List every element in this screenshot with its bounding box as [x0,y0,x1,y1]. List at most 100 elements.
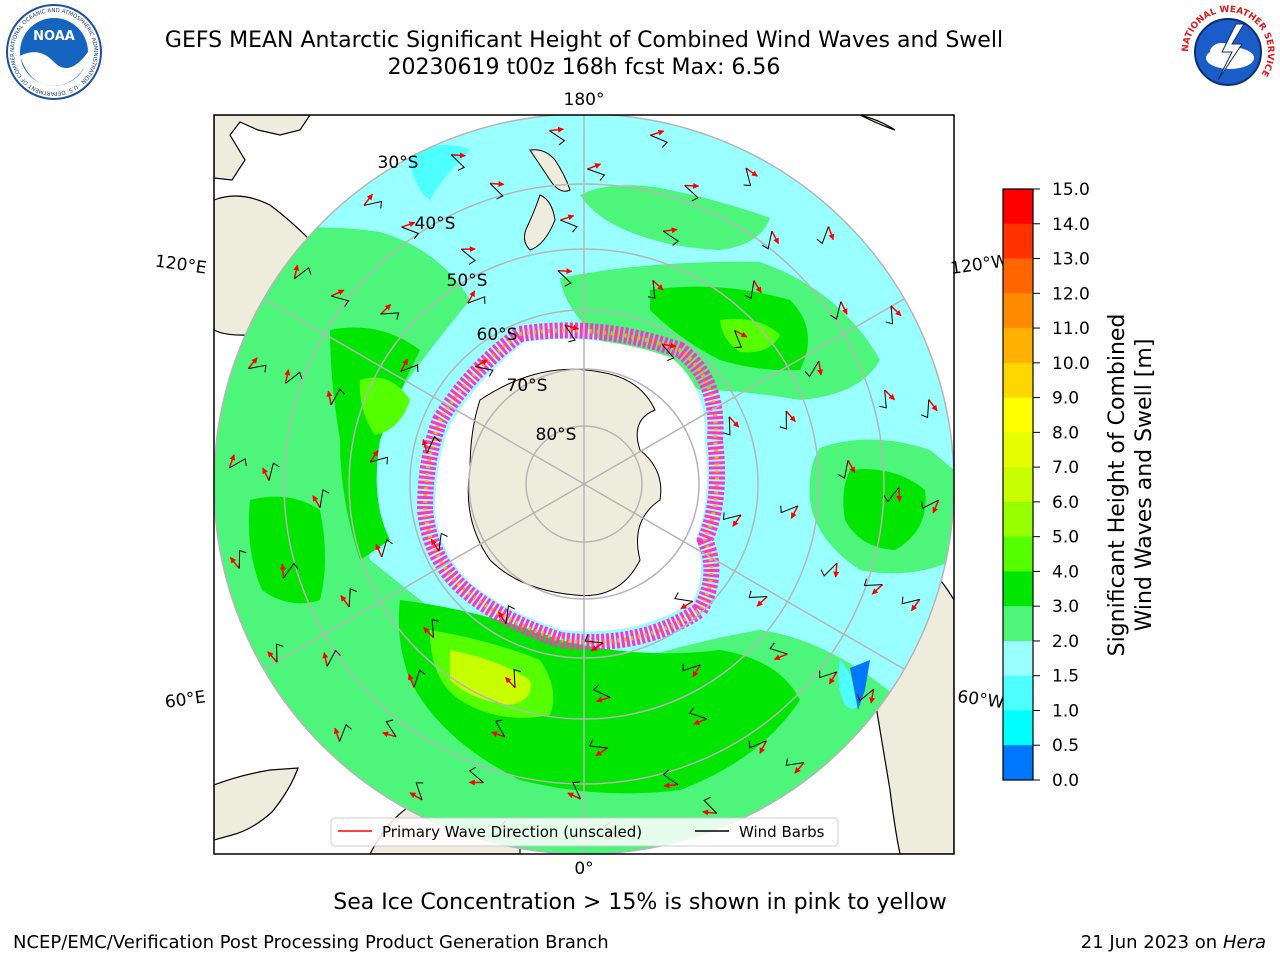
colorbar-swatch [1003,745,1033,781]
wave-direction-arrow [262,467,270,481]
sea-ice-fringe [416,322,726,650]
wave-direction-arrow [753,280,762,294]
wave-direction-arrow [504,676,516,689]
wind-barb [593,684,611,698]
wave-direction-arrow [684,182,700,189]
wind-barb [734,330,743,349]
wave-direction-arrow [871,584,884,595]
wave-direction-arrow [928,399,938,412]
wind-barb [380,312,400,320]
wind-barb [560,219,578,233]
wind-barb [282,562,299,579]
wave-direction-arrow [467,290,476,304]
colorbar-swatch [1003,467,1033,503]
wind-barb [438,532,448,552]
wind-barb [662,769,679,786]
colorbar-tick-label: 9.0 [1052,389,1079,409]
wave-direction-arrow [734,329,748,338]
chart-subtitle: 20230619 t00z 168h fcst Max: 6.56 [387,55,781,80]
wave-direction-arrow [771,230,780,245]
wave-direction-arrow [652,279,664,291]
colorbar-swatch [1003,432,1033,468]
wind-barb [248,364,267,373]
wind-barb [557,270,572,287]
wave-direction-arrow [932,499,940,514]
chart-title: GEFS MEAN Antarctic Significant Height o… [164,28,1004,53]
wind-barb [549,130,566,146]
wind-barb [268,462,280,481]
wind-barb [921,499,939,509]
wind-barb [647,280,656,299]
lat-label-40s: 40°S [415,214,456,234]
colorbar-tick-label: 2.0 [1052,632,1079,652]
colorbar-tick-label: 1.5 [1052,667,1079,687]
wind-barb [901,596,920,605]
lon-label-0: 0° [574,859,593,879]
wind-barb [294,267,312,280]
wind-barb [326,649,341,667]
wind-barb [369,456,389,465]
wave-direction-arrow [596,696,611,703]
wave-direction-arrow [340,595,350,608]
wind-barb [285,371,303,384]
wave-direction-arrow [828,671,838,685]
wind-barb [780,505,799,514]
wind-barb [885,305,894,325]
colorbar-tick-label: 15.0 [1052,180,1090,200]
wave-direction-arrow [229,557,240,569]
wind-barb [674,592,693,602]
wind-barb [816,226,829,245]
wave-direction-arrow [661,342,677,349]
wave-direction-arrow [650,129,665,136]
wave-direction-arrow [910,598,921,612]
wind-barb [513,668,521,688]
wind-barb [238,549,247,569]
wind-barb [769,642,788,655]
wave-direction-arrow [375,543,383,558]
colorbar-swatch [1003,293,1033,329]
wave-direction-arrow [400,358,409,372]
wind-barb [331,295,350,307]
wave-direction-arrow [692,664,701,678]
wind-barb [450,154,466,171]
wind-barb [363,200,383,209]
wave-direction-arrow [827,226,835,241]
wind-barb [820,562,838,577]
colorbar-tick-label: 1.0 [1052,701,1079,721]
wind-barb [830,301,842,320]
wind-barb [804,360,820,378]
wind-barb [339,723,352,742]
wind-barb [475,366,494,377]
wave-direction-arrow [869,689,876,704]
wave-direction-arrow [497,611,507,625]
colorbar-tick-label: 0.0 [1052,771,1079,791]
wave-direction-arrow [474,359,489,368]
lat-label-50s: 50°S [447,271,488,291]
colorbar-label-line2: Wind Waves and Swell [m] [1132,339,1157,632]
colorbar-tick-label: 8.0 [1052,423,1079,443]
wave-direction-arrow [595,747,609,757]
wave-direction-arrow [430,538,440,552]
wind-barb [401,226,420,240]
colorbar-swatch [1003,362,1033,399]
wave-direction-arrow [790,505,799,519]
wave-direction-arrow [587,163,602,170]
noaa-logo-text: NOAA [33,29,75,44]
wave-direction-arrow [794,762,805,774]
wave-direction-arrow [369,450,379,463]
wind-barb [785,758,805,766]
wind-barb [415,782,424,801]
wind-barb [426,435,440,454]
lon-label-180: 180° [564,90,605,110]
colorbar-tick-label: 11.0 [1052,319,1090,339]
lat-label-60s: 60°S [477,325,518,345]
wind-barb [650,134,668,148]
wave-direction-arrow [732,514,742,527]
wind-barb [229,458,247,469]
colorbar-swatch [1003,675,1033,711]
colorbar-swatch [1003,536,1033,572]
lat-label-30s: 30°S [378,153,419,173]
wind-barb [920,399,930,419]
wind-barb [748,740,767,749]
wave-direction-arrow [773,653,788,661]
